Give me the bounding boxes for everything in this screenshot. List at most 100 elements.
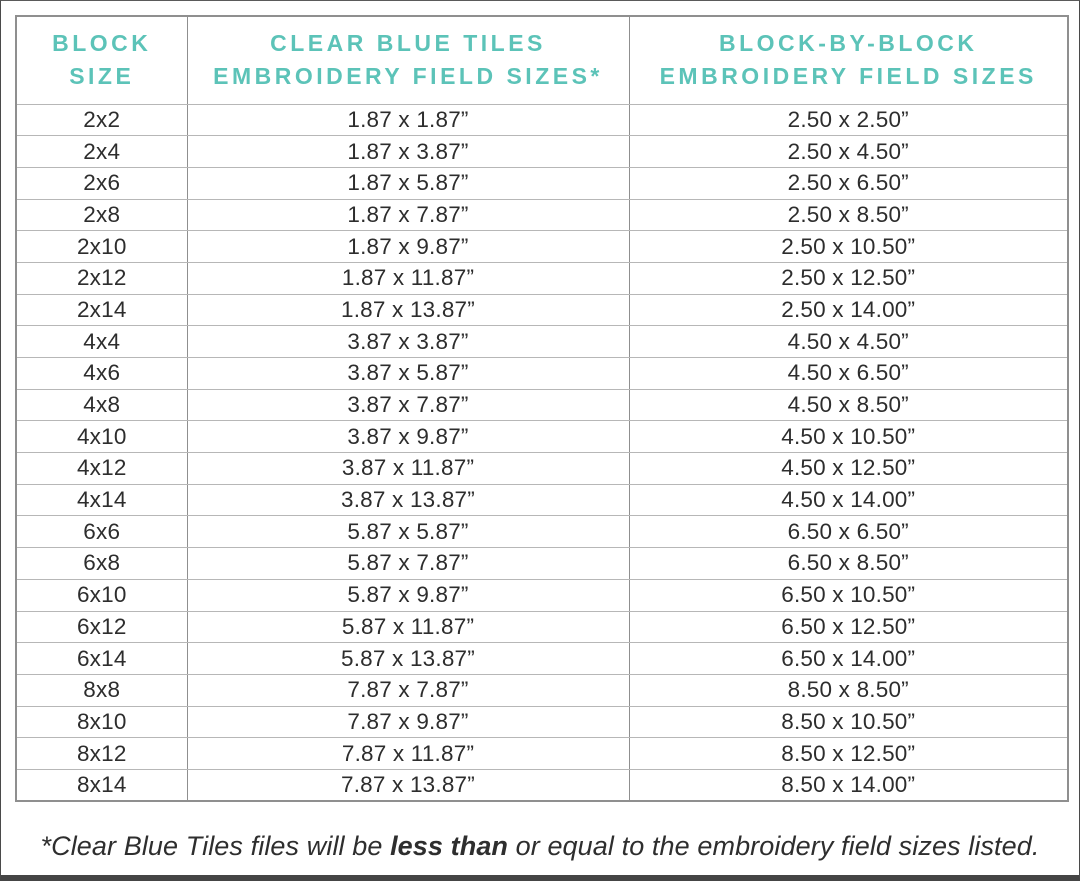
footnote-prefix: *Clear Blue Tiles files will be [40,831,391,861]
table-row: 6x10 5.87 x 9.87” 6.50 x 10.50” [15,578,1069,612]
table-row: 6x12 5.87 x 11.87” 6.50 x 12.50” [15,610,1069,644]
cell-clear-blue-tiles-size: 7.87 x 11.87” [186,737,630,770]
column-header-block-by-block: BLOCK-BY-BLOCK EMBROIDERY FIELD SIZES [628,15,1069,105]
table-row: 8x12 7.87 x 11.87” 8.50 x 12.50” [15,737,1069,770]
table-row: 2x2 1.87 x 1.87” 2.50 x 2.50” [15,103,1069,137]
cell-clear-blue-tiles-size: 5.87 x 7.87” [186,547,630,580]
cell-clear-blue-tiles-size: 3.87 x 11.87” [186,452,630,485]
cell-block-size: 6x12 [15,610,188,644]
cell-block-by-block-size: 8.50 x 8.50” [628,673,1069,707]
cell-block-by-block-size: 4.50 x 4.50” [628,325,1069,358]
cell-block-size: 2x4 [15,135,188,168]
cell-clear-blue-tiles-size: 1.87 x 1.87” [186,103,630,137]
footnote-bold-phrase: less than [390,831,509,861]
cell-clear-blue-tiles-size: 1.87 x 11.87” [186,261,630,295]
table-row: 4x12 3.87 x 11.87” 4.50 x 12.50” [15,452,1069,485]
cell-block-size: 8x8 [15,673,188,707]
cell-block-by-block-size: 2.50 x 8.50” [628,198,1069,232]
table-row: 8x14 7.87 x 13.87” 8.50 x 14.00” [15,768,1069,802]
cell-block-size: 4x4 [15,325,188,358]
cell-clear-blue-tiles-size: 1.87 x 9.87” [186,230,630,263]
footnote-suffix: or equal to the embroidery field sizes l… [508,831,1040,861]
cell-block-size: 2x12 [15,261,188,295]
table-row: 6x6 5.87 x 5.87” 6.50 x 6.50” [15,515,1069,549]
cell-block-by-block-size: 4.50 x 10.50” [628,420,1069,454]
cell-block-size: 4x12 [15,452,188,485]
table-row: 2x4 1.87 x 3.87” 2.50 x 4.50” [15,135,1069,168]
cell-block-by-block-size: 6.50 x 12.50” [628,610,1069,644]
cell-block-by-block-size: 4.50 x 14.00” [628,483,1069,517]
cell-clear-blue-tiles-size: 1.87 x 7.87” [186,198,630,232]
table-row: 2x14 1.87 x 13.87” 2.50 x 14.00” [15,293,1069,327]
header-line: BLOCK [52,29,152,56]
table-row: 4x4 3.87 x 3.87” 4.50 x 4.50” [15,325,1069,358]
cell-block-size: 8x14 [15,768,188,802]
cell-block-by-block-size: 6.50 x 6.50” [628,515,1069,549]
cell-clear-blue-tiles-size: 7.87 x 7.87” [186,673,630,707]
cell-block-by-block-size: 6.50 x 10.50” [628,578,1069,612]
table-row: 4x6 3.87 x 5.87” 4.50 x 6.50” [15,357,1069,390]
cell-block-by-block-size: 4.50 x 12.50” [628,452,1069,485]
header-line: SIZE [69,63,135,90]
header-line: CLEAR BLUE TILES [270,29,546,56]
table-row: 2x10 1.87 x 9.87” 2.50 x 10.50” [15,230,1069,263]
cell-clear-blue-tiles-size: 5.87 x 13.87” [186,642,630,675]
column-header-block-size: BLOCK SIZE [15,15,188,105]
cell-block-size: 6x14 [15,642,188,675]
cell-block-size: 4x10 [15,420,188,454]
cell-block-by-block-size: 2.50 x 10.50” [628,230,1069,263]
cell-block-size: 4x8 [15,388,188,422]
table-row: 6x8 5.87 x 7.87” 6.50 x 8.50” [15,547,1069,580]
cell-clear-blue-tiles-size: 3.87 x 3.87” [186,325,630,358]
table-row: 4x10 3.87 x 9.87” 4.50 x 10.50” [15,420,1069,454]
cell-block-size: 6x10 [15,578,188,612]
cell-block-size: 4x6 [15,357,188,390]
table-row: 8x8 7.87 x 7.87” 8.50 x 8.50” [15,673,1069,707]
column-header-clear-blue-tiles: CLEAR BLUE TILES EMBROIDERY FIELD SIZES* [186,15,630,105]
footnote: *Clear Blue Tiles files will be less tha… [1,831,1079,862]
cell-block-size: 2x2 [15,103,188,137]
cell-block-by-block-size: 4.50 x 8.50” [628,388,1069,422]
cell-block-by-block-size: 2.50 x 12.50” [628,261,1069,295]
cell-block-by-block-size: 6.50 x 14.00” [628,642,1069,675]
cell-clear-blue-tiles-size: 5.87 x 9.87” [186,578,630,612]
cell-block-size: 6x6 [15,515,188,549]
cell-clear-blue-tiles-size: 5.87 x 11.87” [186,610,630,644]
cell-clear-blue-tiles-size: 7.87 x 13.87” [186,768,630,802]
cell-clear-blue-tiles-size: 3.87 x 9.87” [186,420,630,454]
cell-block-by-block-size: 2.50 x 6.50” [628,166,1069,200]
table-row: 2x8 1.87 x 7.87” 2.50 x 8.50” [15,198,1069,232]
cell-block-by-block-size: 8.50 x 14.00” [628,768,1069,802]
embroidery-size-chart-table: BLOCK SIZE CLEAR BLUE TILES EMBROIDERY F… [15,15,1069,803]
cell-block-by-block-size: 2.50 x 14.00” [628,293,1069,327]
header-line: EMBROIDERY FIELD SIZES* [213,63,603,90]
cell-block-by-block-size: 2.50 x 4.50” [628,135,1069,168]
cell-block-size: 4x14 [15,483,188,517]
cell-clear-blue-tiles-size: 1.87 x 5.87” [186,166,630,200]
cell-block-by-block-size: 6.50 x 8.50” [628,547,1069,580]
cell-block-size: 8x10 [15,705,188,739]
cell-block-by-block-size: 2.50 x 2.50” [628,103,1069,137]
cell-clear-blue-tiles-size: 3.87 x 5.87” [186,357,630,390]
cell-block-size: 6x8 [15,547,188,580]
cell-clear-blue-tiles-size: 1.87 x 13.87” [186,293,630,327]
table-row: 4x14 3.87 x 13.87” 4.50 x 14.00” [15,483,1069,517]
cell-clear-blue-tiles-size: 3.87 x 7.87” [186,388,630,422]
table-row: 4x8 3.87 x 7.87” 4.50 x 8.50” [15,388,1069,422]
cell-block-size: 2x10 [15,230,188,263]
table-row: 6x14 5.87 x 13.87” 6.50 x 14.00” [15,642,1069,675]
header-line: EMBROIDERY FIELD SIZES [659,63,1037,90]
cell-block-by-block-size: 4.50 x 6.50” [628,357,1069,390]
table-row: 2x12 1.87 x 11.87” 2.50 x 12.50” [15,261,1069,295]
table-row: 8x10 7.87 x 9.87” 8.50 x 10.50” [15,705,1069,739]
cell-clear-blue-tiles-size: 7.87 x 9.87” [186,705,630,739]
cell-block-size: 2x6 [15,166,188,200]
cell-block-by-block-size: 8.50 x 10.50” [628,705,1069,739]
cell-block-size: 2x14 [15,293,188,327]
cell-clear-blue-tiles-size: 3.87 x 13.87” [186,483,630,517]
header-row: BLOCK SIZE CLEAR BLUE TILES EMBROIDERY F… [15,15,1069,105]
cell-clear-blue-tiles-size: 1.87 x 3.87” [186,135,630,168]
cell-block-size: 2x8 [15,198,188,232]
header-line: BLOCK-BY-BLOCK [718,29,978,56]
